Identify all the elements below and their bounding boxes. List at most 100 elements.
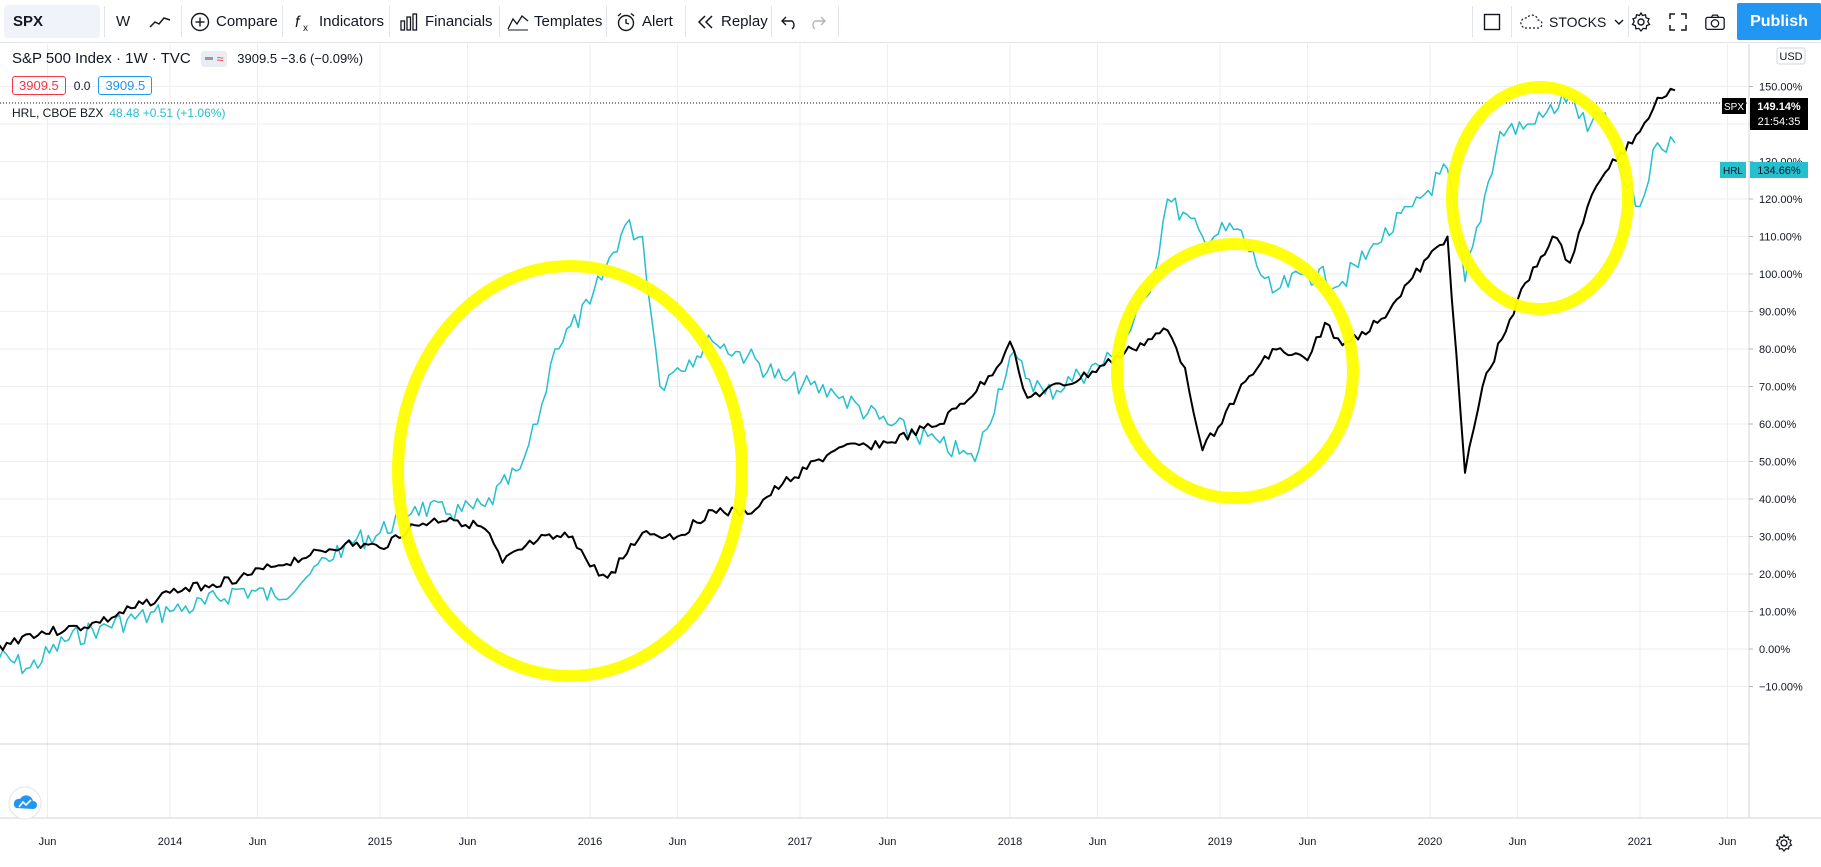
price-axis-label: −10.00% [1759, 682, 1803, 694]
price-axis-label: 40.00% [1759, 494, 1797, 506]
annotation-layer [392, 81, 1634, 682]
compare-series-title: HRL, CBOE BZX [12, 106, 104, 120]
time-axis-label[interactable]: 2017 [788, 836, 812, 848]
time-axis-label[interactable]: 2019 [1208, 836, 1232, 848]
interval-button[interactable]: W [116, 0, 130, 43]
price-axis-label: 80.00% [1759, 344, 1797, 356]
main-series-values: 3909.5 −3.6 (−0.09%) [237, 51, 364, 66]
toolbar-divider [606, 6, 607, 37]
bar-chart-icon [398, 11, 420, 33]
price-axis-label: 100.00% [1759, 269, 1803, 281]
time-axis-label[interactable]: Jun [39, 836, 57, 848]
time-axis-label[interactable]: Jun [1089, 836, 1107, 848]
minus-icon [204, 57, 213, 60]
bid-ask-row: 3909.5 0.0 3909.5 [12, 76, 160, 95]
time-axis-label[interactable]: Jun [249, 836, 267, 848]
financials-button[interactable]: Financials [398, 0, 493, 43]
highlight-circle [392, 260, 748, 682]
time-axis-labels[interactable]: Jun 2014 Jun 2015 Jun 2016 Jun 2017 Jun 2018 Jun 20… [39, 836, 1737, 848]
select-layout-button[interactable] [1481, 0, 1508, 43]
financials-label: Financials [425, 13, 493, 30]
bid-price[interactable]: 3909.5 [12, 76, 66, 95]
currency-badge[interactable] [1776, 47, 1806, 65]
gear-icon [1630, 11, 1652, 33]
symbol-search-button[interactable]: SPX [4, 5, 100, 38]
hrl-symbol-tag [1720, 162, 1746, 178]
toolbar-divider [1511, 6, 1512, 37]
layout-dropdown[interactable]: STOCKS [1518, 0, 1631, 43]
currency-label: USD [1779, 51, 1802, 63]
main-series-legend[interactable]: S&P 500 Index · 1W · TVC ≈ 3909.5 −3.6 (… [12, 50, 363, 67]
spx-series [0, 87, 1676, 651]
line-chart-icon [149, 11, 171, 33]
price-axis-label: 70.00% [1759, 382, 1797, 394]
templates-button[interactable]: Templates [507, 0, 602, 43]
svg-text:x: x [303, 23, 308, 33]
time-axis-label[interactable]: Jun [1719, 836, 1737, 848]
ask-price[interactable]: 3909.5 [98, 76, 153, 95]
tradingview-logo-icon[interactable] [8, 786, 42, 820]
svg-text:f: f [295, 14, 301, 31]
spx-symbol-tag [1722, 98, 1746, 114]
chart-container[interactable]: 150.00%140.00%130.00%120.00%110.00%100.0… [0, 44, 1821, 862]
replay-button[interactable]: Replay [694, 0, 768, 43]
toolbar-divider [771, 6, 772, 37]
compare-button[interactable]: Compare [189, 0, 278, 43]
time-axis-label[interactable]: 2015 [368, 836, 392, 848]
main-series-title: S&P 500 Index · 1W · TVC [12, 50, 191, 67]
time-axis-label[interactable]: Jun [1509, 836, 1527, 848]
redo-button[interactable] [806, 0, 833, 43]
redo-icon [806, 11, 828, 33]
hrl-line [0, 93, 1676, 675]
time-axis-label[interactable]: 2021 [1628, 836, 1652, 848]
templates-label: Templates [534, 13, 603, 30]
price-axis-label: 120.00% [1759, 194, 1803, 206]
plus-circle-icon [189, 11, 211, 33]
price-axis-label: 0.00% [1759, 644, 1790, 656]
snapshot-button[interactable] [1704, 0, 1731, 43]
fullscreen-button[interactable] [1667, 0, 1694, 43]
settings-button[interactable] [1630, 0, 1657, 43]
time-axis-label[interactable]: Jun [879, 836, 897, 848]
time-axis-label[interactable]: 2016 [578, 836, 602, 848]
alert-button[interactable]: Alert [615, 0, 673, 43]
wave-icon: ≈ [216, 51, 224, 66]
replay-label: Replay [721, 13, 768, 30]
toolbar-divider [282, 6, 283, 37]
chart-canvas[interactable]: 150.00%140.00%130.00%120.00%110.00%100.0… [0, 44, 1821, 862]
gear-icon[interactable] [1775, 833, 1793, 852]
price-axis-label: 30.00% [1759, 532, 1797, 544]
spx-price-tag [1750, 98, 1808, 130]
price-axis-label: 50.00% [1759, 457, 1797, 469]
toolbar-divider [838, 6, 839, 37]
price-axis-label: 150.00% [1759, 82, 1803, 94]
compare-series-values: 48.48 +0.51 (+1.06%) [109, 106, 226, 120]
cloud-icon [1518, 11, 1544, 33]
price-axis-label: 90.00% [1759, 307, 1797, 319]
fullscreen-icon [1667, 11, 1689, 33]
price-axis-label: 20.00% [1759, 569, 1797, 581]
toolbar-divider [685, 6, 686, 37]
time-axis-label[interactable]: Jun [669, 836, 687, 848]
hrl-price-tag [1750, 162, 1808, 178]
compare-series-legend[interactable]: HRL, CBOE BZX 48.48 +0.51 (+1.06%) [12, 106, 225, 120]
time-axis-label[interactable]: Jun [459, 836, 477, 848]
time-axis-label[interactable]: Jun [1299, 836, 1317, 848]
interval-label: W [116, 13, 131, 30]
price-axis-label: 60.00% [1759, 419, 1797, 431]
undo-icon [779, 11, 801, 33]
undo-button[interactable] [779, 0, 806, 43]
time-axis-label[interactable]: 2020 [1418, 836, 1442, 848]
toolbar-divider [499, 6, 500, 37]
legend-toggle[interactable]: ≈ [200, 50, 228, 67]
indicators-label: Indicators [319, 13, 385, 30]
time-axis-label[interactable]: 2014 [158, 836, 182, 848]
publish-button[interactable]: Publish [1737, 3, 1821, 40]
bar-countdown: 21:54:35 [1758, 116, 1801, 128]
highlight-circle [1111, 238, 1359, 504]
highlight-circle [1446, 81, 1634, 315]
chart-type-button[interactable] [149, 0, 176, 43]
time-axis-label[interactable]: 2018 [998, 836, 1022, 848]
